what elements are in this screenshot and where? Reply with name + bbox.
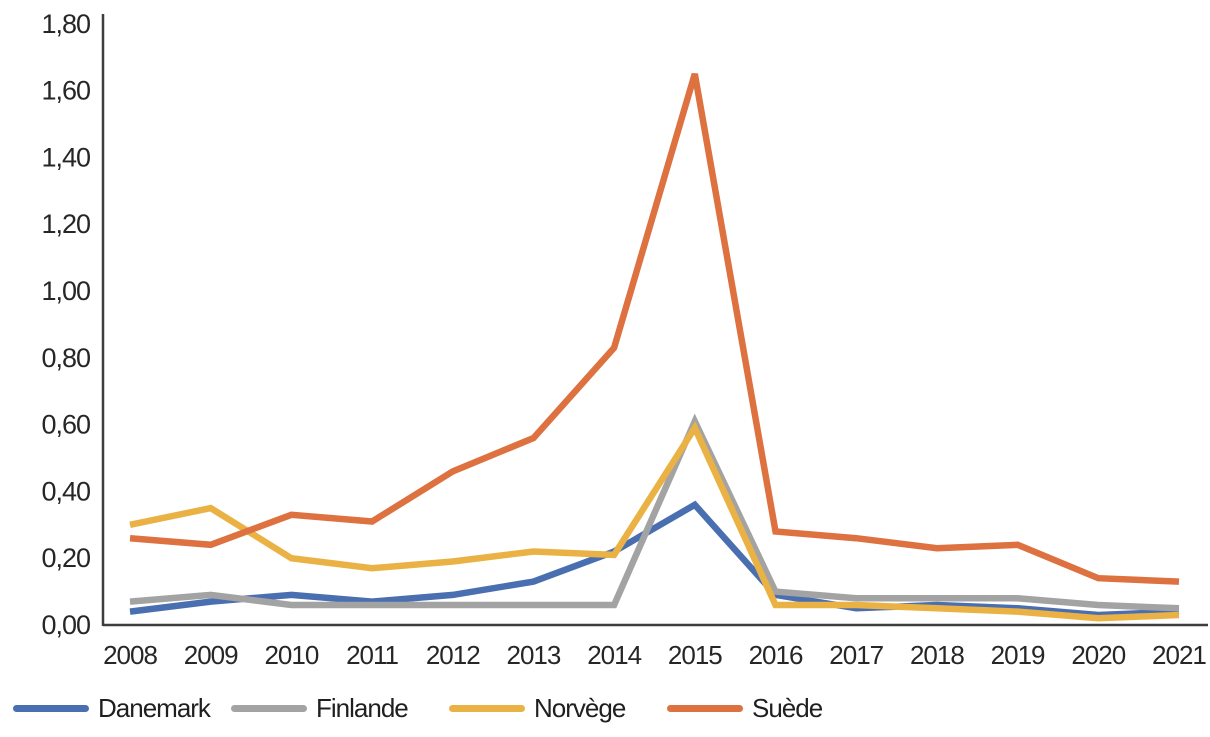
y-tick-label: 0,20: [41, 543, 90, 573]
series-line-suede: [129, 72, 1180, 585]
legend-swatch-suede: [667, 704, 743, 712]
chart-legend: Danemark Finlande Norvège Suède: [13, 690, 885, 726]
x-tick-label: 2008: [103, 640, 157, 670]
y-tick-label: 0,40: [41, 476, 90, 506]
x-tick-label: 2014: [587, 640, 641, 670]
legend-label-finlande: Finlande: [316, 692, 409, 723]
x-tick-label: 2016: [749, 640, 803, 670]
x-tick-label: 2010: [264, 640, 318, 670]
x-tick-label: 2020: [1071, 640, 1125, 670]
x-tick-label: 2013: [507, 640, 561, 670]
legend-label-norvege: Norvège: [534, 692, 626, 723]
x-tick-label: 2021: [1152, 640, 1206, 670]
x-tick-label: 2012: [426, 640, 480, 670]
y-tick-label: 1,80: [41, 9, 90, 39]
legend-label-danemark: Danemark: [98, 692, 211, 723]
series-line-danemark: [129, 500, 1180, 619]
legend-item-finlande: Finlande: [231, 693, 449, 724]
legend-item-norvege: Norvège: [449, 693, 667, 724]
y-tick-label: 1,00: [41, 276, 90, 306]
y-tick-label: 1,20: [41, 209, 90, 239]
legend-swatch-danemark: [13, 704, 89, 712]
line-chart: 0,00 0,20 0,40 0,60 0,80 1,00 1,20 1,40 1,60 1,80…: [41, 9, 1208, 670]
legend-swatch-norvege: [449, 704, 525, 712]
x-tick-label: 2018: [910, 640, 964, 670]
legend-item-suede: Suède: [667, 693, 885, 724]
y-tick-label: 1,60: [41, 76, 90, 106]
legend-label-suede: Suède: [752, 692, 823, 723]
x-tick-label: 2009: [184, 640, 238, 670]
series-line-finlande: [129, 413, 1180, 612]
x-tick-label: 2011: [346, 640, 398, 670]
y-tick-label: 0,80: [41, 343, 90, 373]
y-tick-label: 0,60: [41, 410, 90, 440]
y-tick-label: 0,00: [41, 610, 90, 640]
legend-item-danemark: Danemark: [13, 693, 231, 724]
x-tick-label: 2019: [991, 640, 1045, 670]
x-tick-label: 2017: [829, 640, 883, 670]
x-tick-label: 2015: [668, 640, 722, 670]
legend-swatch-finlande: [231, 704, 307, 712]
y-tick-label: 1,40: [41, 142, 90, 172]
series-line-norvege: [129, 421, 1180, 622]
